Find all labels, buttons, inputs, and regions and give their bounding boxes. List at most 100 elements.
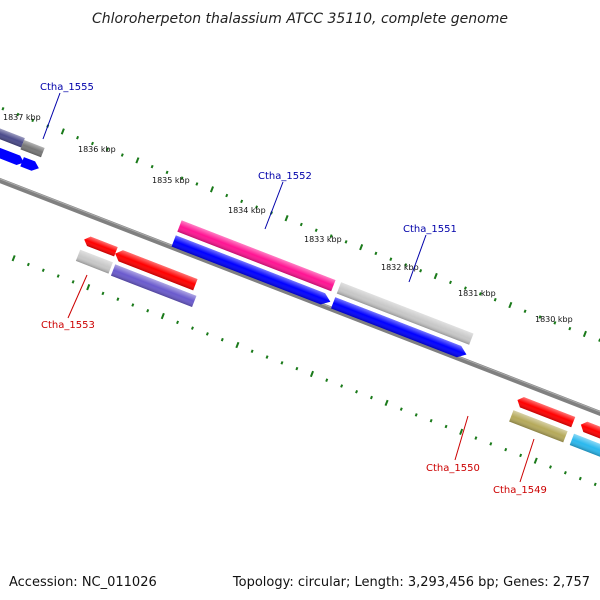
outer-tick-mark [90, 141, 94, 146]
gene-reverse-gray[interactable] [75, 249, 113, 274]
outer-tick-mark [433, 272, 438, 280]
outer-tick-mark [31, 118, 35, 123]
gene-forward-blue-small[interactable] [20, 157, 40, 173]
inner-tick-mark [459, 428, 464, 435]
outer-tick-mark [582, 330, 587, 338]
leader-line [42, 92, 61, 140]
scale-label: 1830 kbp [535, 315, 573, 324]
inner-tick-mark [578, 476, 582, 481]
gene-forward-blue-2[interactable] [330, 297, 469, 360]
outer-tick-mark [284, 215, 289, 222]
gene-ctha-1551[interactable] [336, 282, 474, 345]
inner-tick-mark [489, 442, 493, 446]
gene-label-ctha-1550[interactable]: Ctha_1550 [426, 463, 480, 474]
inner-tick-mark [593, 482, 597, 487]
outer-tick-mark [538, 315, 542, 319]
inner-tick-mark [325, 378, 329, 382]
inner-tick-mark [190, 326, 194, 330]
inner-tick-mark [280, 361, 284, 365]
inner-tick-mark [205, 332, 209, 336]
inner-tick-mark [26, 262, 30, 267]
outer-tick-row [1, 106, 600, 342]
inner-tick-mark [414, 413, 418, 417]
outer-tick-mark [195, 182, 199, 186]
outer-tick-mark [404, 263, 408, 267]
leader-line [264, 181, 284, 230]
gene-label-ctha-1552[interactable]: Ctha_1552 [258, 171, 312, 182]
gene-ctha-1555-top[interactable] [0, 124, 25, 148]
inner-tick-mark [533, 457, 538, 464]
inner-tick-mark [101, 291, 105, 296]
leader-line [67, 274, 88, 319]
outer-tick-mark [76, 135, 80, 140]
gene-forward-blue-left[interactable] [0, 141, 26, 167]
inner-tick-mark [295, 366, 299, 371]
inner-tick-mark [41, 268, 45, 273]
outer-tick-mark [255, 205, 259, 209]
gene-reverse-red-right[interactable] [579, 420, 600, 452]
outer-tick-mark [16, 112, 20, 117]
gene-label-ctha-1551[interactable]: Ctha_1551 [403, 224, 457, 235]
inner-tick-mark [146, 309, 150, 313]
outer-tick-mark [463, 286, 467, 290]
inner-tick-mark [71, 280, 75, 284]
inner-tick-mark [384, 399, 389, 407]
inner-tick-mark [340, 384, 344, 388]
gene-reverse-red-long[interactable] [113, 248, 198, 291]
outer-tick-mark [165, 170, 169, 175]
inner-tick-mark [235, 341, 240, 349]
outer-tick-mark [493, 297, 497, 302]
outer-tick-mark [449, 280, 452, 285]
scale-label: 1834 kbp [228, 206, 266, 215]
outer-tick-mark [359, 243, 364, 251]
inner-tick-mark [220, 337, 224, 342]
inner-tick-mark [429, 418, 433, 423]
outer-tick-mark [419, 268, 423, 273]
gene-label-ctha-1549[interactable]: Ctha_1549 [493, 485, 547, 496]
scale-label: 1831 kbp [458, 289, 496, 298]
inner-tick-row [0, 251, 597, 487]
gene-reverse-red-mid[interactable] [515, 395, 576, 428]
inner-tick-mark [131, 303, 135, 307]
outer-tick-mark [225, 193, 229, 198]
inner-tick-mark [399, 407, 403, 411]
outer-tick-mark [508, 301, 513, 309]
gene-ctha-1555[interactable] [20, 140, 45, 158]
backbone-track [0, 164, 600, 436]
scale-label: 1833 kbp [304, 235, 342, 244]
inner-tick-mark [563, 471, 567, 475]
scale-label: 1836 kbp [78, 145, 116, 154]
scale-label: 1835 kbp [152, 176, 190, 185]
inner-tick-mark [176, 320, 180, 325]
outer-tick-mark [299, 222, 303, 227]
outer-tick-mark [135, 157, 140, 164]
inner-tick-mark [369, 395, 373, 400]
gene-ctha-1549[interactable] [569, 433, 600, 465]
gene-forward-blue-1[interactable] [171, 235, 333, 307]
outer-tick-mark [1, 106, 5, 111]
gene-ctha-1552[interactable] [177, 220, 336, 292]
inner-tick-mark [265, 355, 269, 359]
gene-label-ctha-1555[interactable]: Ctha_1555 [40, 82, 94, 93]
inner-tick-mark [474, 436, 478, 440]
outer-tick-mark [478, 292, 482, 296]
outer-tick-mark [329, 234, 333, 238]
outer-tick-mark [314, 228, 318, 233]
inner-tick-mark [86, 283, 91, 291]
gene-ctha-1553[interactable] [110, 264, 197, 308]
gene-label-ctha-1553[interactable]: Ctha_1553 [41, 320, 95, 331]
leader-line [454, 415, 469, 461]
outer-tick-mark [60, 128, 65, 135]
outer-tick-mark [553, 321, 557, 325]
inner-tick-mark [548, 465, 552, 469]
gene-reverse-red-small[interactable] [82, 235, 118, 257]
outer-tick-mark [209, 186, 215, 193]
genome-strip [0, 106, 600, 487]
inner-tick-mark [56, 274, 60, 278]
outer-tick-mark [120, 153, 124, 157]
gene-ctha-1550[interactable] [509, 410, 568, 443]
inner-tick-mark [504, 447, 508, 452]
outer-tick-mark [150, 164, 154, 169]
genome-summary-text: Topology: circular; Length: 3,293,456 bp… [232, 575, 590, 590]
